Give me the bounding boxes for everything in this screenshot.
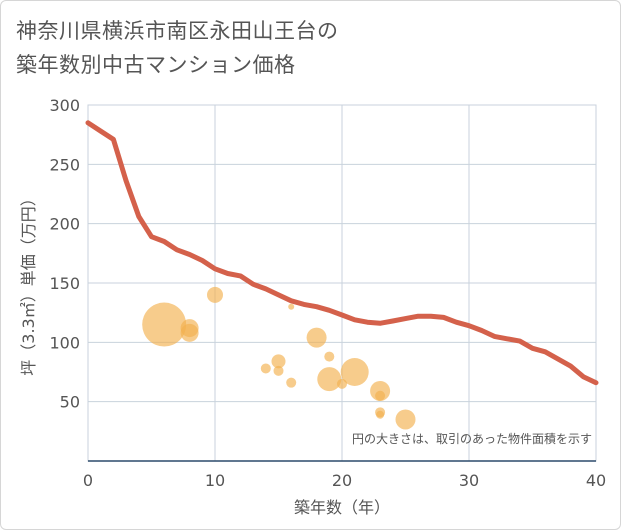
y-tick-label: 300	[49, 96, 80, 115]
y-tick-label: 200	[49, 215, 80, 234]
y-axis-label: 坪（3.3㎡）単価（万円）	[19, 190, 38, 375]
bubble	[324, 351, 335, 362]
y-tick-label: 150	[49, 274, 80, 293]
x-tick-label: 40	[586, 471, 606, 490]
trend-line	[85, 120, 599, 386]
grid-lines	[88, 105, 596, 461]
bubble	[340, 358, 369, 386]
x-axis-label: 築年数（年）	[294, 498, 390, 517]
x-tick-label: 20	[332, 471, 352, 490]
y-tick-label: 50	[60, 393, 80, 412]
bubble	[180, 323, 199, 342]
bubble	[395, 409, 416, 430]
bubble	[375, 390, 386, 401]
bubble	[273, 365, 284, 376]
x-tick-label: 10	[205, 471, 225, 490]
chart-title-line1: 神奈川県横浜市南区永田山王台の	[16, 19, 339, 43]
bubble	[142, 302, 187, 347]
x-tick-label: 0	[83, 471, 93, 490]
y-tick-labels: 50 100 150 200 250 300	[49, 96, 80, 412]
size-note: 円の大きさは、取引のあった物件面積を示す	[352, 431, 592, 446]
bubble	[271, 354, 286, 369]
y-tick-label: 100	[49, 333, 80, 352]
y-tick-label: 250	[49, 155, 80, 174]
bubble	[376, 410, 385, 419]
x-tick-labels: 0 10 20 30 40	[83, 471, 606, 490]
bubble	[317, 367, 342, 392]
bubble	[286, 377, 297, 388]
chart-title: 神奈川県横浜市南区永田山王台の 築年数別中古マンション価格	[16, 14, 339, 82]
bubble-series	[142, 286, 416, 430]
bubble	[260, 363, 271, 374]
x-tick-label: 30	[459, 471, 479, 490]
bubble	[207, 286, 223, 303]
bubble	[306, 327, 327, 348]
chart-title-line2: 築年数別中古マンション価格	[16, 53, 296, 77]
bubble	[288, 303, 295, 310]
